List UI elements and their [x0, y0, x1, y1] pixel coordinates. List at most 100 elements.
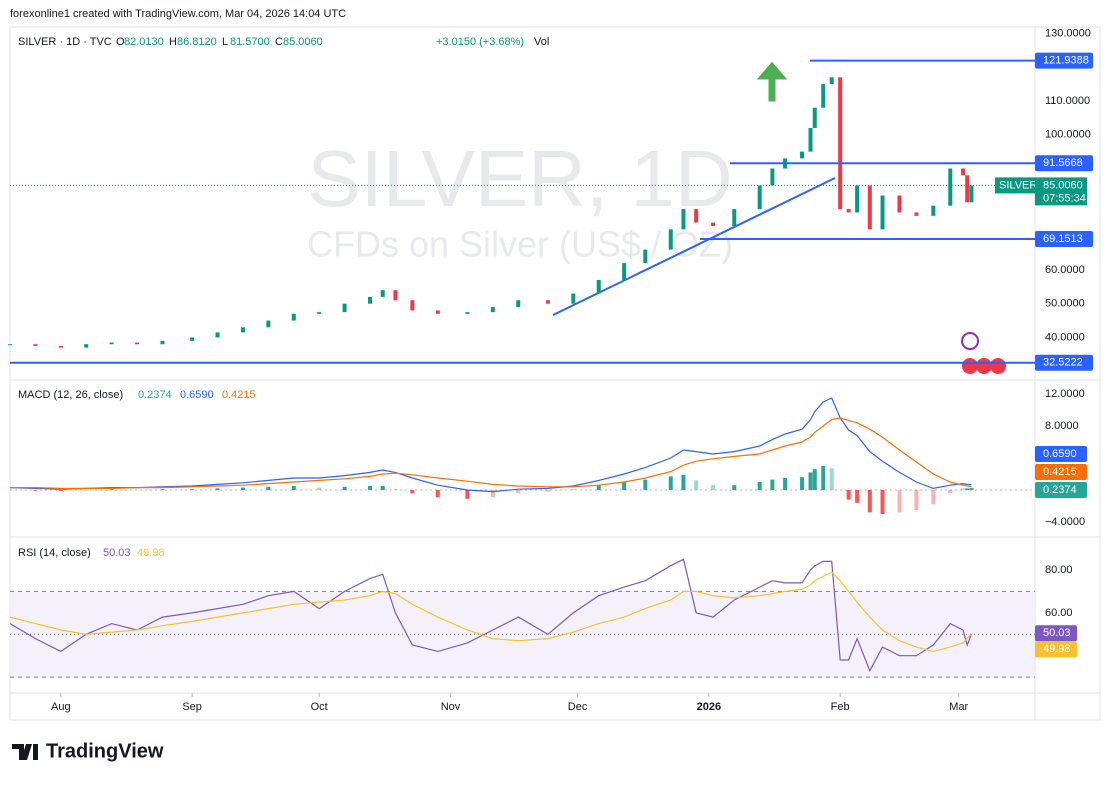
candle	[960, 168, 965, 176]
ohlc-value: 82.0130	[124, 36, 164, 48]
brand: TradingView	[46, 740, 164, 762]
candle	[914, 212, 919, 216]
candle	[732, 209, 737, 226]
histogram-bar	[931, 490, 936, 505]
candle	[965, 175, 970, 203]
ohlc-value: 81.5700	[230, 36, 270, 48]
candle	[880, 195, 885, 230]
x-tick-label: Aug	[51, 701, 71, 713]
histogram-bar	[596, 485, 601, 490]
flag-icon	[990, 358, 1006, 374]
ohlc-key: O	[116, 36, 125, 48]
histogram-bar	[914, 490, 919, 510]
histogram-bar	[109, 489, 114, 490]
candle	[8, 344, 12, 346]
candle	[33, 344, 38, 346]
volume: Vol	[534, 36, 549, 48]
histogram-bar	[783, 478, 788, 490]
watermark: SILVER, 1D	[307, 134, 732, 223]
x-tick-label: Sep	[182, 701, 202, 713]
change: +3.0150 (+3.68%)	[436, 36, 524, 48]
histogram-bar	[622, 482, 627, 490]
candle	[800, 151, 805, 159]
candle	[342, 303, 347, 313]
candle	[694, 209, 699, 223]
flag-icon	[976, 358, 992, 374]
y-tick-label: 50.0000	[1045, 298, 1085, 310]
y-tick-label: 12.0000	[1045, 388, 1085, 400]
histogram-bar	[240, 487, 245, 490]
value-tag-bg	[1035, 446, 1087, 462]
candle	[596, 280, 601, 294]
histogram-bar	[668, 476, 673, 490]
symbol: SILVER · 1D · TVC	[18, 36, 112, 48]
price-tag-bg	[1035, 177, 1087, 206]
histogram-bar	[516, 490, 521, 494]
histogram-bar	[855, 490, 860, 503]
candle	[969, 185, 974, 203]
legend-value: 49.98	[137, 547, 165, 559]
candle	[368, 296, 373, 304]
histogram-bar	[821, 466, 826, 490]
level-label-bg	[1035, 354, 1093, 371]
x-tick-label: Nov	[441, 701, 461, 713]
histogram-bar	[711, 485, 716, 490]
y-tick-label: 80.00	[1045, 564, 1073, 576]
candle	[829, 77, 834, 85]
histogram-bar	[317, 487, 322, 490]
level-label: 69.1513	[1043, 233, 1083, 245]
candle	[393, 290, 398, 301]
histogram-bar	[342, 486, 347, 490]
candle	[757, 185, 762, 210]
histogram-bar	[681, 474, 686, 490]
candle	[465, 312, 470, 314]
level-label: 91.5668	[1043, 157, 1083, 169]
logo	[12, 744, 38, 760]
histogram-bar	[545, 490, 550, 492]
y-tick-label: 130.0000	[1045, 27, 1091, 39]
histogram-bar	[33, 490, 38, 491]
y-tick-label: 60.00	[1045, 607, 1073, 619]
candle	[808, 127, 813, 152]
value-tag: 0.6590	[1043, 448, 1077, 460]
histogram-bar	[808, 472, 813, 490]
candle	[266, 320, 271, 328]
x-tick-label: Feb	[831, 701, 850, 713]
x-tick-label: Dec	[568, 701, 588, 713]
ohlc-key: H	[169, 36, 177, 48]
histogram-bar	[770, 479, 775, 490]
candle	[380, 290, 385, 297]
candle	[668, 229, 673, 250]
symbol-tag: SILVER	[999, 179, 1037, 191]
level-label-bg	[1035, 155, 1093, 172]
pane-title: RSI (14, close)	[18, 547, 91, 559]
ohlc-key: L	[222, 36, 228, 48]
candle	[135, 342, 140, 345]
price-tag: 85.0060	[1043, 179, 1083, 191]
candle	[215, 332, 220, 338]
value-tag: 50.03	[1043, 627, 1071, 639]
legend-value: 0.2374	[138, 389, 172, 401]
histogram-bar	[897, 490, 902, 513]
candle	[490, 307, 495, 313]
ohlc-value: 86.8120	[177, 36, 217, 48]
histogram-bar	[215, 488, 220, 490]
histogram-bar	[694, 480, 699, 490]
candle	[84, 344, 89, 348]
candle	[516, 300, 521, 308]
frame	[9, 26, 1101, 721]
histogram-bar	[965, 488, 970, 490]
x-tick-label: Mar	[949, 701, 968, 713]
ohlc-key: C	[275, 36, 283, 48]
histogram-bar	[291, 486, 296, 490]
ohlc: O 82.0130 H 86.8120 L 81.5700 C 85.0060	[116, 36, 323, 48]
pane-title: MACD (12, 26, close)	[18, 389, 123, 401]
level-label: 32.5222	[1043, 357, 1083, 369]
value-tag-bg	[1035, 625, 1077, 642]
candle	[838, 77, 843, 210]
candle	[410, 300, 415, 311]
indicator-line	[9, 397, 972, 493]
candle	[240, 327, 245, 333]
candle	[317, 312, 322, 314]
y-tick-label: 100.0000	[1045, 129, 1091, 141]
